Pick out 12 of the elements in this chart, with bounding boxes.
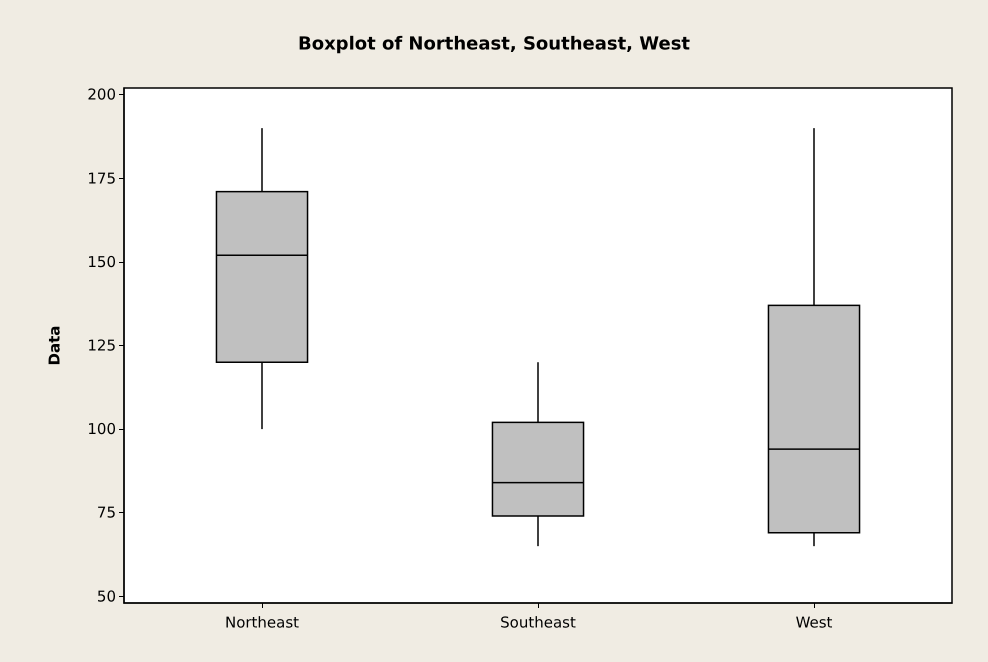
y-tick-label: 75	[96, 504, 116, 522]
y-axis-title: Data	[46, 326, 64, 366]
chart-title: Boxplot of Northeast, Southeast, West	[298, 34, 690, 54]
y-tick-label: 200	[87, 86, 116, 104]
y-tick-label: 150	[87, 252, 116, 271]
y-tick-label: 125	[87, 336, 116, 354]
x-tick-label: Northeast	[224, 614, 300, 632]
y-tick-label: 175	[87, 169, 116, 188]
y-tick-label: 100	[87, 420, 116, 438]
y-tick-label: 50	[96, 587, 116, 606]
x-tick-label: West	[796, 614, 833, 632]
x-tick-label: Southeast	[500, 614, 576, 632]
